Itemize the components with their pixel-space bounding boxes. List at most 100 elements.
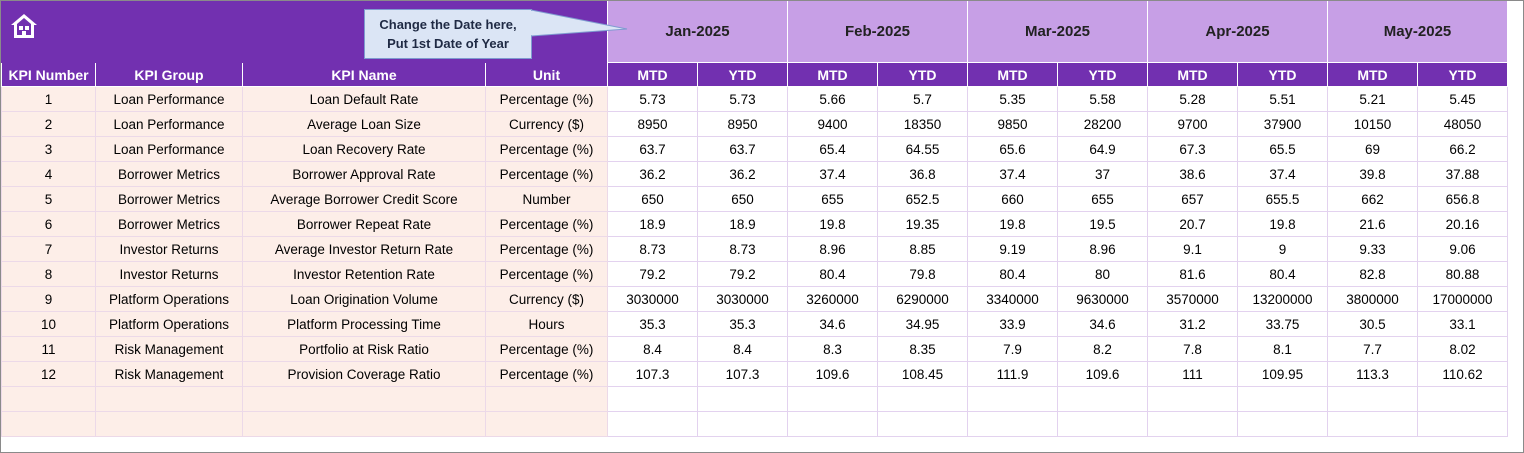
ytd-value-cell[interactable]: 37900 bbox=[1237, 111, 1328, 137]
empty-cell[interactable] bbox=[1237, 411, 1328, 437]
mtd-value-cell[interactable]: 5.73 bbox=[607, 86, 698, 112]
mtd-value-cell[interactable]: 3260000 bbox=[787, 286, 878, 312]
col-header-kpi-number[interactable]: KPI Number bbox=[1, 62, 96, 87]
ytd-value-cell[interactable]: 655.5 bbox=[1237, 186, 1328, 212]
mtd-value-cell[interactable]: 107.3 bbox=[607, 361, 698, 387]
ytd-value-cell[interactable]: 3030000 bbox=[697, 286, 788, 312]
kpi-number-cell[interactable]: 4 bbox=[1, 161, 96, 187]
mtd-value-cell[interactable]: 39.8 bbox=[1327, 161, 1418, 187]
empty-cell[interactable] bbox=[1147, 411, 1238, 437]
ytd-value-cell[interactable]: 5.7 bbox=[877, 86, 968, 112]
mtd-value-cell[interactable]: 31.2 bbox=[1147, 311, 1238, 337]
mtd-value-cell[interactable]: 67.3 bbox=[1147, 136, 1238, 162]
ytd-value-cell[interactable]: 8.85 bbox=[877, 236, 968, 262]
col-header-ytd[interactable]: YTD bbox=[1417, 62, 1508, 87]
kpi-group-cell[interactable]: Loan Performance bbox=[95, 136, 243, 162]
mtd-value-cell[interactable]: 81.6 bbox=[1147, 261, 1238, 287]
mtd-value-cell[interactable]: 65.4 bbox=[787, 136, 878, 162]
empty-cell[interactable] bbox=[1, 386, 96, 412]
mtd-value-cell[interactable]: 37.4 bbox=[967, 161, 1058, 187]
ytd-value-cell[interactable]: 65.5 bbox=[1237, 136, 1328, 162]
ytd-value-cell[interactable]: 18.9 bbox=[697, 211, 788, 237]
ytd-value-cell[interactable]: 17000000 bbox=[1417, 286, 1508, 312]
mtd-value-cell[interactable]: 5.21 bbox=[1327, 86, 1418, 112]
mtd-value-cell[interactable]: 38.6 bbox=[1147, 161, 1238, 187]
mtd-value-cell[interactable]: 10150 bbox=[1327, 111, 1418, 137]
kpi-group-cell[interactable]: Borrower Metrics bbox=[95, 186, 243, 212]
mtd-value-cell[interactable]: 5.35 bbox=[967, 86, 1058, 112]
col-header-kpi-name[interactable]: KPI Name bbox=[242, 62, 486, 87]
mtd-value-cell[interactable]: 19.8 bbox=[967, 211, 1058, 237]
unit-cell[interactable]: Currency ($) bbox=[485, 286, 608, 312]
kpi-group-cell[interactable]: Loan Performance bbox=[95, 111, 243, 137]
kpi-name-cell[interactable]: Average Loan Size bbox=[242, 111, 486, 137]
kpi-number-cell[interactable]: 7 bbox=[1, 236, 96, 262]
kpi-number-cell[interactable]: 2 bbox=[1, 111, 96, 137]
ytd-value-cell[interactable]: 80.88 bbox=[1417, 261, 1508, 287]
ytd-value-cell[interactable]: 33.75 bbox=[1237, 311, 1328, 337]
kpi-group-cell[interactable]: Platform Operations bbox=[95, 311, 243, 337]
ytd-value-cell[interactable]: 19.5 bbox=[1057, 211, 1148, 237]
ytd-value-cell[interactable]: 20.16 bbox=[1417, 211, 1508, 237]
empty-cell[interactable] bbox=[1417, 386, 1508, 412]
ytd-value-cell[interactable]: 8.73 bbox=[697, 236, 788, 262]
unit-cell[interactable]: Percentage (%) bbox=[485, 236, 608, 262]
home-icon[interactable] bbox=[9, 11, 39, 41]
ytd-value-cell[interactable]: 107.3 bbox=[697, 361, 788, 387]
mtd-value-cell[interactable]: 3030000 bbox=[607, 286, 698, 312]
mtd-value-cell[interactable]: 9.1 bbox=[1147, 236, 1238, 262]
ytd-value-cell[interactable]: 8.96 bbox=[1057, 236, 1148, 262]
unit-cell[interactable]: Percentage (%) bbox=[485, 161, 608, 187]
mtd-value-cell[interactable]: 9700 bbox=[1147, 111, 1238, 137]
mtd-value-cell[interactable]: 82.8 bbox=[1327, 261, 1418, 287]
col-header-kpi-group[interactable]: KPI Group bbox=[95, 62, 243, 87]
empty-cell[interactable] bbox=[1417, 411, 1508, 437]
unit-cell[interactable]: Percentage (%) bbox=[485, 336, 608, 362]
mtd-value-cell[interactable]: 80.4 bbox=[787, 261, 878, 287]
ytd-value-cell[interactable]: 66.2 bbox=[1417, 136, 1508, 162]
mtd-value-cell[interactable]: 111.9 bbox=[967, 361, 1058, 387]
ytd-value-cell[interactable]: 655 bbox=[1057, 186, 1148, 212]
empty-cell[interactable] bbox=[607, 411, 698, 437]
col-header-unit[interactable]: Unit bbox=[485, 62, 608, 87]
empty-cell[interactable] bbox=[1327, 386, 1418, 412]
unit-cell[interactable]: Currency ($) bbox=[485, 111, 608, 137]
kpi-number-cell[interactable]: 3 bbox=[1, 136, 96, 162]
ytd-value-cell[interactable]: 8.02 bbox=[1417, 336, 1508, 362]
kpi-number-cell[interactable]: 8 bbox=[1, 261, 96, 287]
ytd-value-cell[interactable]: 5.45 bbox=[1417, 86, 1508, 112]
mtd-value-cell[interactable]: 9.19 bbox=[967, 236, 1058, 262]
mtd-value-cell[interactable]: 37.4 bbox=[787, 161, 878, 187]
unit-cell[interactable]: Percentage (%) bbox=[485, 136, 608, 162]
mtd-value-cell[interactable]: 36.2 bbox=[607, 161, 698, 187]
col-header-ytd[interactable]: YTD bbox=[1237, 62, 1328, 87]
kpi-name-cell[interactable]: Loan Origination Volume bbox=[242, 286, 486, 312]
mtd-value-cell[interactable]: 3570000 bbox=[1147, 286, 1238, 312]
mtd-value-cell[interactable]: 113.3 bbox=[1327, 361, 1418, 387]
empty-cell[interactable] bbox=[787, 411, 878, 437]
ytd-value-cell[interactable]: 5.51 bbox=[1237, 86, 1328, 112]
empty-cell[interactable] bbox=[95, 386, 243, 412]
mtd-value-cell[interactable]: 111 bbox=[1147, 361, 1238, 387]
kpi-group-cell[interactable]: Platform Operations bbox=[95, 286, 243, 312]
ytd-value-cell[interactable]: 18350 bbox=[877, 111, 968, 137]
kpi-number-cell[interactable]: 1 bbox=[1, 86, 96, 112]
ytd-value-cell[interactable]: 9630000 bbox=[1057, 286, 1148, 312]
ytd-value-cell[interactable]: 48050 bbox=[1417, 111, 1508, 137]
ytd-value-cell[interactable]: 656.8 bbox=[1417, 186, 1508, 212]
empty-cell[interactable] bbox=[877, 411, 968, 437]
mtd-value-cell[interactable]: 79.2 bbox=[607, 261, 698, 287]
mtd-value-cell[interactable]: 21.6 bbox=[1327, 211, 1418, 237]
kpi-name-cell[interactable]: Portfolio at Risk Ratio bbox=[242, 336, 486, 362]
mtd-value-cell[interactable]: 3340000 bbox=[967, 286, 1058, 312]
kpi-name-cell[interactable]: Loan Default Rate bbox=[242, 86, 486, 112]
empty-cell[interactable] bbox=[697, 386, 788, 412]
mtd-value-cell[interactable]: 655 bbox=[787, 186, 878, 212]
mtd-value-cell[interactable]: 63.7 bbox=[607, 136, 698, 162]
mtd-value-cell[interactable]: 9850 bbox=[967, 111, 1058, 137]
ytd-value-cell[interactable]: 79.2 bbox=[697, 261, 788, 287]
mtd-value-cell[interactable]: 8.96 bbox=[787, 236, 878, 262]
mtd-value-cell[interactable]: 109.6 bbox=[787, 361, 878, 387]
empty-cell[interactable] bbox=[95, 411, 243, 437]
ytd-value-cell[interactable]: 8.1 bbox=[1237, 336, 1328, 362]
